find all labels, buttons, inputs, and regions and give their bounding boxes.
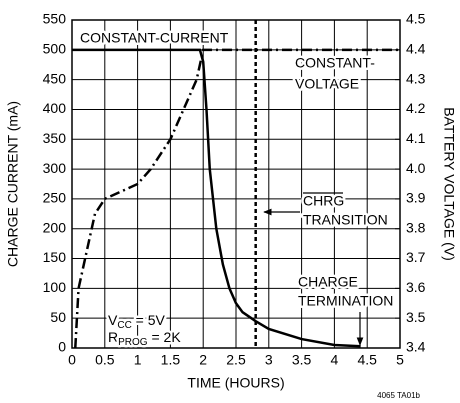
y2-axis-label: BATTERY VOLTAGE (V) xyxy=(441,107,457,261)
annotation-part: = 2K xyxy=(148,329,182,345)
y2-tick-label: 4.4 xyxy=(406,41,426,57)
y-tick-label: 200 xyxy=(43,219,67,235)
y-tick-label: 400 xyxy=(43,100,67,116)
annotation: CHRG xyxy=(303,193,344,209)
y-tick-label: 350 xyxy=(43,130,67,146)
y2-tick-label: 4.3 xyxy=(406,70,426,86)
figure-id: 4065 TA01b xyxy=(377,391,420,400)
x-tick-label: 5 xyxy=(396,352,404,368)
y2-tick-label: 4.1 xyxy=(406,130,426,146)
y-tick-label: 300 xyxy=(43,160,67,176)
y-tick-label: 150 xyxy=(43,249,67,265)
y-tick-label: 500 xyxy=(43,41,67,57)
annotation-sub: PROG xyxy=(118,337,148,348)
annotation: TERMINATION xyxy=(298,293,393,309)
y2-tick-label: 3.5 xyxy=(406,309,426,325)
annotation-part: = 5V xyxy=(132,312,166,328)
x-tick-label: 1 xyxy=(134,352,142,368)
plot-frame xyxy=(71,19,401,349)
series-line xyxy=(74,48,400,349)
x-tick-label: 2 xyxy=(199,352,207,368)
annotation: CONSTANT- xyxy=(295,55,375,71)
y2-tick-label: 3.4 xyxy=(406,339,426,355)
annotation-part: V xyxy=(108,312,118,328)
series-line xyxy=(72,48,361,348)
x-tick-label: 1.5 xyxy=(161,352,181,368)
y2-tick-label: 3.7 xyxy=(406,249,426,265)
marks xyxy=(72,20,400,349)
y2-tick-label: 4.0 xyxy=(406,160,426,176)
y-tick-label: 550 xyxy=(43,11,67,27)
annotation: CONSTANT-CURRENT xyxy=(80,30,229,46)
y2-tick-label: 3.6 xyxy=(406,279,426,295)
annotation: TRANSITION xyxy=(303,212,388,228)
y-tick-label: 250 xyxy=(43,190,67,206)
annotation: VCC = 5V xyxy=(108,312,166,331)
y2-tick-label: 4.2 xyxy=(406,100,426,116)
annotation-part: R xyxy=(108,329,118,345)
x-axis-label: TIME (HOURS) xyxy=(187,375,284,391)
x-tick-label: 4.5 xyxy=(357,352,377,368)
annotation-sub: CC xyxy=(117,320,131,331)
y-tick-label: 0 xyxy=(58,339,66,355)
y2-tick-label: 3.9 xyxy=(406,190,426,206)
y-tick-label: 50 xyxy=(50,309,66,325)
x-tick-label: 3 xyxy=(265,352,273,368)
y-tick-label: 100 xyxy=(43,279,67,295)
y-tick-label: 450 xyxy=(43,70,67,86)
x-tick-label: 2.5 xyxy=(226,352,246,368)
y-axis-label: CHARGE CURRENT (mA) xyxy=(5,101,21,267)
x-tick-label: 0 xyxy=(68,352,76,368)
annotation: VOLTAGE xyxy=(295,76,359,92)
x-tick-label: 0.5 xyxy=(95,352,115,368)
annotation: CHARGE xyxy=(298,274,358,290)
annotation: RPROG = 2K xyxy=(108,329,181,348)
y2-tick-label: 4.5 xyxy=(406,11,426,27)
x-tick-label: 4 xyxy=(331,352,339,368)
x-tick-label: 3.5 xyxy=(292,352,312,368)
y2-tick-label: 3.8 xyxy=(406,219,426,235)
